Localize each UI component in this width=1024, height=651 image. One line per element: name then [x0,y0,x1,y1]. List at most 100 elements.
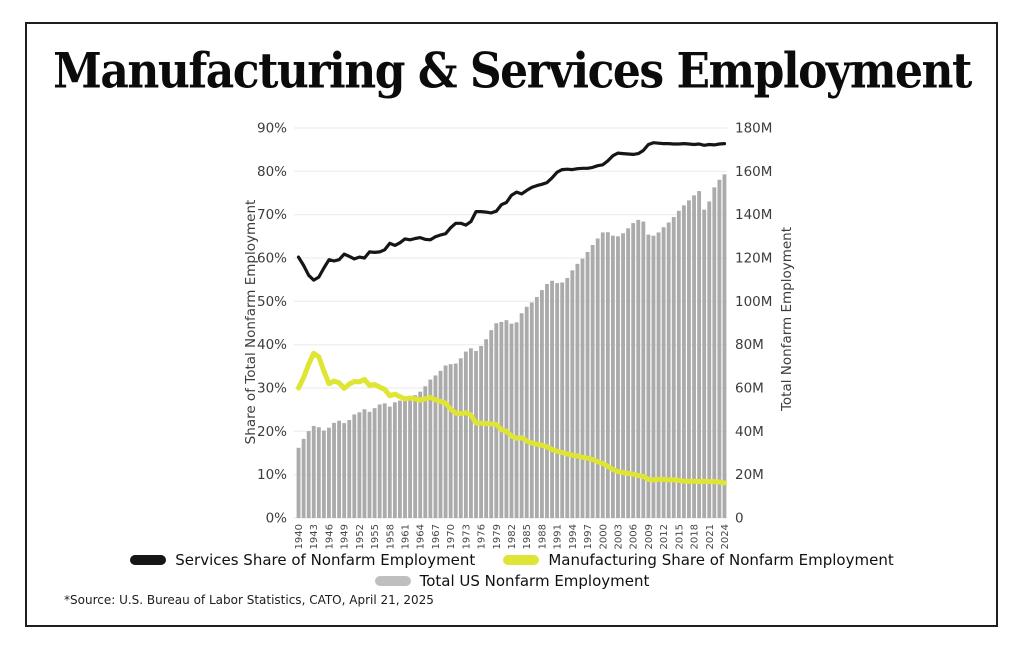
legend-item-total: Total US Nonfarm Employment [374,572,650,590]
total-employment-bar [398,400,402,518]
total-employment-bar [474,350,478,518]
total-employment-bar [423,386,428,518]
total-employment-bar [712,187,717,518]
manufacturing-line-swatch-icon [503,555,540,565]
total-employment-bar [605,232,610,518]
left-axis-tick-label: 20% [257,424,287,440]
total-employment-bar [540,290,544,518]
x-axis-tick-label: 2003 [613,524,624,549]
right-axis-tick-label: 180M [735,121,772,137]
legend-label-manufacturing: Manufacturing Share of Nonfarm Employmen… [548,551,894,569]
total-employment-bar [600,232,605,518]
total-employment-bar [362,409,367,518]
total-employment-bar [433,375,438,518]
x-axis-tick-label: 2024 [720,524,731,549]
total-employment-bar [367,411,372,518]
total-employment-bar [590,245,595,518]
left-axis-tick-label: 50% [257,294,287,310]
total-employment-bar [342,423,347,518]
x-axis-tick-label: 1940 [294,524,305,549]
legend-label-total: Total US Nonfarm Employment [419,572,650,590]
total-employment-bar [717,179,722,518]
right-axis-tick-label: 20M [735,467,764,483]
total-employment-bar [382,403,387,518]
legend: Services Share of Nonfarm Employment Man… [0,551,1024,590]
x-axis-tick-label: 1973 [461,524,472,549]
x-axis-tick-label: 2000 [598,524,609,549]
left-axis-tick-label: 30% [257,381,287,397]
total-employment-bar [458,358,463,518]
total-employment-bar [392,402,397,518]
total-employment-bar [387,406,392,518]
x-axis-tick-label: 1988 [537,524,548,549]
total-employment-bar [479,345,483,518]
left-axis-title: Share of Total Nonfarm Employment [243,199,259,445]
total-employment-bar [610,235,615,518]
left-axis-tick-label: 10% [257,467,287,483]
legend-item-manufacturing: Manufacturing Share of Nonfarm Employmen… [503,551,894,569]
total-employment-bar [534,297,539,518]
right-axis-tick-label: 160M [735,164,772,180]
total-employment-bar [661,227,666,519]
legend-row-2: Total US Nonfarm Employment [374,572,650,590]
total-employment-bar [676,210,681,518]
x-axis-tick-label: 2021 [705,524,716,549]
total-employment-bar [575,263,580,518]
total-employment-bar [519,313,524,518]
total-employment-bar [666,222,671,518]
total-employment-bar [306,431,311,518]
right-axis-tick-label: 80M [735,337,764,353]
total-employment-bar [311,425,316,518]
total-employment-bar [484,339,489,518]
total-employment-bar [651,235,656,518]
total-employment-bar [301,438,306,518]
total-employment-bar [443,365,448,518]
total-employment-bar [438,370,443,518]
total-employment-bar [646,234,651,518]
total-employment-bar [681,205,686,518]
total-employment-bar [707,201,712,518]
total-employment-bar [585,251,590,518]
total-employment-bar [321,430,326,518]
total-employment-bar [671,217,676,519]
total-employment-bar [565,277,570,518]
left-axis-tick-label: 40% [257,337,287,353]
total-employment-bar [418,391,423,518]
total-employment-bar [595,238,600,518]
x-axis-tick-label: 2012 [659,524,670,549]
total-employment-bar [702,209,707,518]
total-employment-bar [616,236,620,518]
x-axis-tick-label: 1961 [401,524,412,549]
total-employment-bar [327,427,331,518]
x-axis-tick-label: 1976 [477,524,488,549]
total-employment-bar [641,221,646,518]
services-share-line [296,141,727,282]
total-employment-bar [570,270,575,518]
x-axis-tick-label: 2006 [629,524,640,549]
total-employment-bar [560,282,565,518]
total-employment-bar [722,174,727,518]
total-employment-bar [580,258,585,518]
x-axis-tick-label: 1994 [568,524,579,549]
total-employment-bar [463,351,468,518]
total-employment-bar [448,364,453,518]
right-axis-tick-label: 40M [735,424,764,440]
right-axis-title: Total Nonfarm Employment [779,226,795,412]
left-axis-tick-label: 0% [266,511,288,527]
total-employment-bar [408,397,413,518]
x-axis-tick-label: 1952 [355,524,366,549]
total-employment-bar [469,348,473,518]
total-employment-bar [692,195,696,518]
x-axis-tick-label: 2018 [690,524,701,549]
page-title: Manufacturing & Services Employment [53,43,972,100]
right-axis-tick-label: 140M [735,207,772,223]
left-axis-tick-label: 90% [257,121,287,137]
right-axis-tick-label: 100M [735,294,772,310]
total-employment-bar [524,306,529,518]
x-axis-tick-label: 1970 [446,524,457,549]
total-employment-bar [316,427,321,518]
x-axis-tick-label: 1949 [340,524,351,549]
x-axis-tick-label: 1997 [583,524,594,549]
right-axis-tick-label: 0 [735,511,744,527]
